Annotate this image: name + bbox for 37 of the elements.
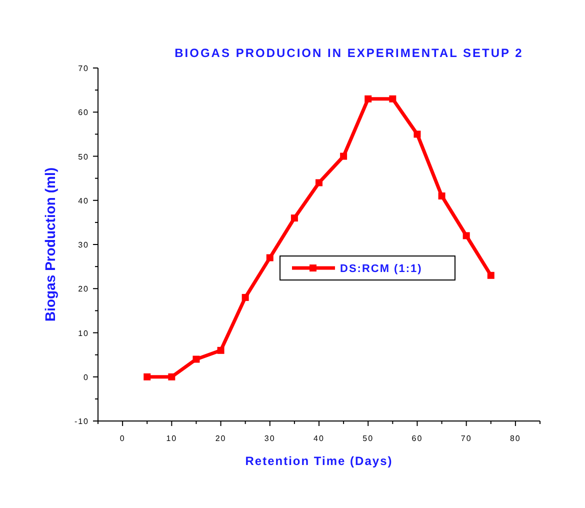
x-tick-label: 80 (510, 434, 521, 443)
x-axis-title: Retention Time (Days) (245, 454, 393, 468)
point (364, 95, 372, 102)
point (316, 179, 322, 186)
x-tick-label: 40 (314, 434, 324, 443)
legend-label: DS:RCM (1:1) (340, 263, 422, 275)
x-tick-label: 70 (460, 434, 472, 443)
point (290, 214, 298, 222)
point (438, 192, 446, 200)
y-tick-label: 60 (78, 108, 89, 118)
y-tick-label: 0 (84, 372, 89, 382)
point (462, 232, 470, 240)
point (168, 373, 176, 380)
point (217, 346, 224, 354)
y-axis-title: Biogas Production (ml) (42, 168, 58, 322)
y-tick-label: 20 (78, 284, 89, 294)
y-tick-label: -10 (74, 417, 89, 426)
y-tick-label: 70 (78, 64, 89, 73)
x-tick-label: 20 (215, 434, 226, 443)
y-tick-label: 40 (78, 196, 89, 206)
x-tick-label: 30 (264, 434, 276, 443)
x-tick-label: 10 (166, 434, 178, 443)
point (144, 373, 151, 380)
point (340, 152, 348, 160)
point (487, 272, 494, 279)
point (414, 130, 421, 138)
point (389, 95, 396, 102)
point (266, 254, 274, 262)
y-tick-label: 10 (78, 328, 89, 338)
x-tick-label: 0 (120, 434, 126, 443)
y-tick-label: 50 (78, 152, 89, 162)
chart-title: BIOGAS PRODUCION IN EXPERIMENTAL SETUP 2 (174, 46, 524, 60)
x-tick-label: 50 (362, 434, 374, 443)
y-tick-label: 30 (78, 240, 89, 250)
x-tick-label: 60 (412, 434, 423, 443)
point (192, 356, 200, 363)
point (242, 294, 249, 301)
